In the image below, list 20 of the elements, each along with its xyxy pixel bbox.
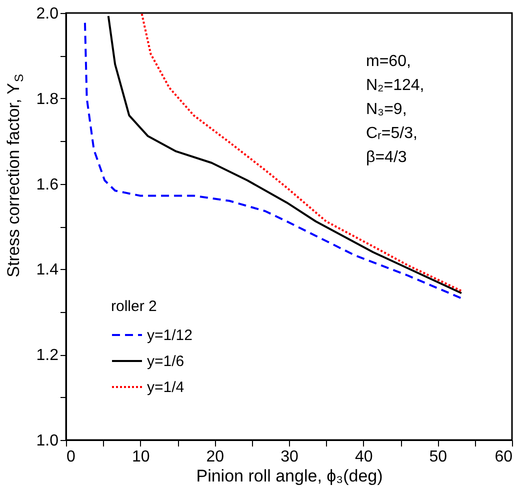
legend-label: y=1/6 [147, 353, 184, 370]
y-tick-label: 1.0 [36, 432, 59, 450]
y-tick-label: 1.8 [36, 90, 59, 108]
annotation: m=60, N₂=124, N₃=9, Cᵣ=5/3, β=4/3 [366, 53, 424, 166]
x-tick-label: 30 [280, 448, 298, 466]
x-tick-label: 10 [132, 448, 150, 466]
legend-label: y=1/12 [147, 327, 192, 344]
y-axis-title: Stress correction factor, YS [4, 74, 26, 278]
y-tick-label: 1.6 [36, 176, 59, 194]
x-tick-label: 40 [354, 448, 373, 466]
x-tick-label: 50 [429, 448, 448, 466]
legend-label: y=1/4 [147, 379, 184, 396]
x-tick-label: 20 [206, 448, 224, 466]
x-axis-title: Pinion roll angle, ϕ₃(deg) [196, 466, 383, 486]
y-tick-label: 2.0 [36, 6, 59, 22]
y-tick-label: 1.4 [36, 262, 59, 279]
legend-title: roller 2 [111, 298, 157, 315]
y-tick-label: 1.2 [36, 347, 59, 364]
x-tick-label: 0 [66, 448, 76, 466]
x-tick-label: 60 [494, 448, 513, 466]
